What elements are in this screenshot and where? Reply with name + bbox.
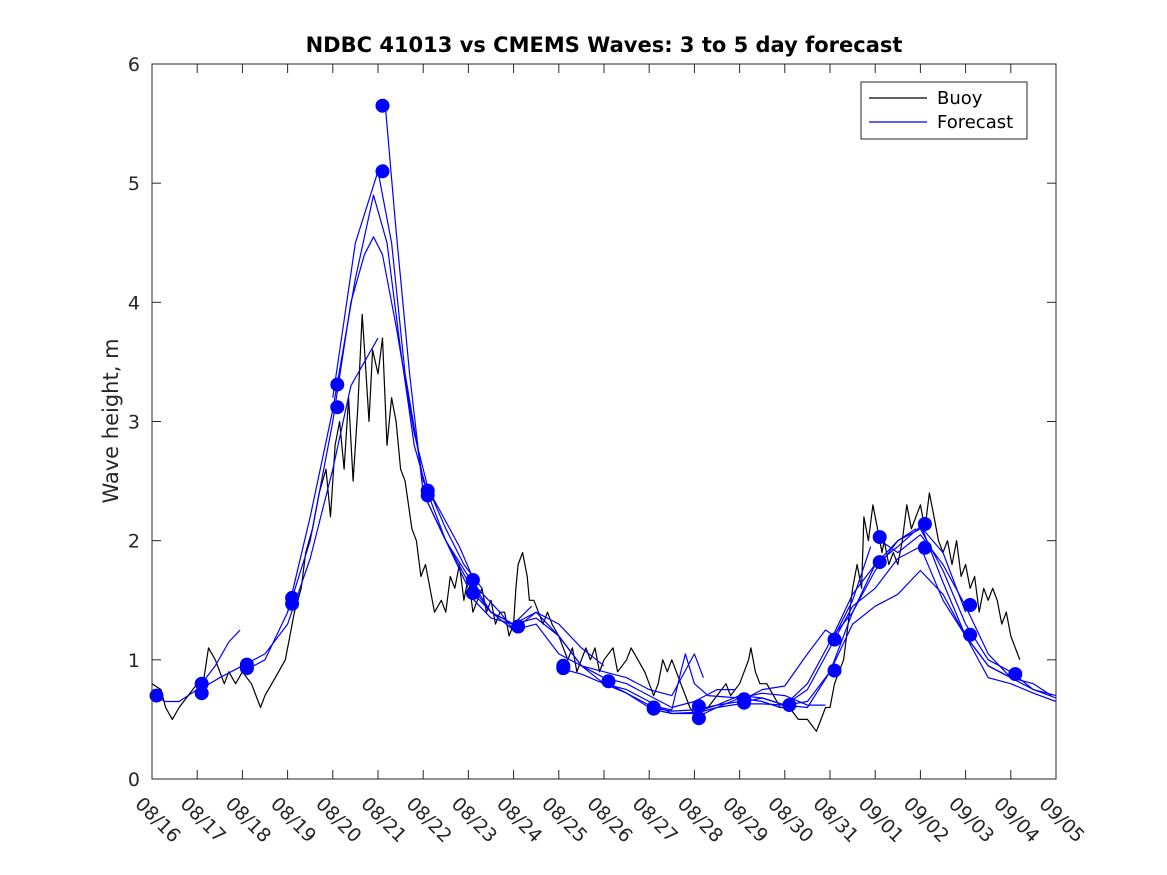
series-line-forecast-1	[199, 337, 379, 691]
chart-title: NDBC 41013 vs CMEMS Waves: 3 to 5 day fo…	[306, 33, 903, 57]
forecast-marker-14	[465, 586, 480, 601]
series-line-forecast-17	[919, 523, 1057, 703]
series-line-forecast-16	[874, 534, 1057, 699]
y-tick-label-0: 0	[128, 769, 140, 791]
forecast-marker-7	[330, 377, 345, 392]
axes: 012345608/1608/1708/1808/1908/2008/2108/…	[128, 54, 1089, 847]
series-line-forecast-4	[332, 170, 515, 631]
series-line-forecast-3	[287, 194, 533, 625]
forecast-marker-12	[420, 488, 435, 503]
x-tick-label-14: 08/30	[763, 793, 817, 847]
y-tick-label-2: 2	[128, 531, 140, 553]
x-tick-label-18: 09/03	[944, 793, 998, 847]
forecast-marker-20	[646, 701, 661, 716]
forecast-marker-15	[511, 619, 526, 634]
forecast-marker-27	[827, 663, 842, 678]
forecast-marker-4	[239, 661, 254, 676]
x-tick-label-3: 08/19	[266, 793, 320, 847]
y-tick-label-5: 5	[128, 173, 140, 195]
y-axis-label: Wave height, m	[99, 338, 123, 503]
forecast-marker-9	[375, 98, 390, 113]
y-tick-label-4: 4	[128, 292, 140, 314]
forecast-marker-26	[827, 632, 842, 647]
x-tick-label-16: 09/01	[854, 793, 908, 847]
x-tick-label-1: 08/17	[176, 793, 230, 847]
forecast-marker-8	[330, 400, 345, 415]
x-tick-label-15: 08/31	[808, 793, 862, 847]
plot-area	[149, 98, 1057, 732]
forecast-marker-18	[601, 674, 616, 689]
forecast-marker-21	[691, 699, 706, 714]
x-tick-label-19: 09/04	[989, 793, 1043, 847]
x-tick-label-8: 08/24	[492, 793, 546, 847]
forecast-marker-22	[691, 711, 706, 726]
series-line-forecast-5	[377, 99, 605, 667]
legend: Buoy Forecast	[860, 81, 1028, 140]
series-line-buoy	[151, 313, 1021, 732]
x-tick-label-17: 09/02	[899, 793, 953, 847]
x-tick-label-5: 08/21	[356, 793, 410, 847]
legend-label-buoy: Buoy	[937, 88, 983, 109]
forecast-marker-6	[285, 596, 300, 611]
x-tick-label-10: 08/26	[582, 793, 636, 847]
x-tick-label-9: 08/25	[537, 793, 591, 847]
y-tick-label-1: 1	[128, 650, 140, 672]
x-tick-label-7: 08/23	[447, 793, 501, 847]
x-tick-label-0: 08/16	[130, 793, 184, 847]
series-line-forecast-2	[242, 236, 483, 673]
forecast-marker-29	[872, 555, 887, 570]
forecast-marker-31	[917, 540, 932, 555]
forecast-marker-30	[917, 517, 932, 531]
x-tick-label-20: 09/05	[1034, 793, 1088, 847]
forecast-marker-0	[149, 688, 164, 703]
series-line-forecast-7	[467, 593, 736, 709]
series-line-forecast-14	[784, 545, 1052, 706]
forecast-marker-2	[194, 686, 209, 701]
forecast-marker-34	[1008, 667, 1023, 682]
x-tick-label-6: 08/22	[402, 793, 456, 847]
forecast-marker-24	[737, 695, 752, 710]
x-tick-label-4: 08/20	[311, 793, 365, 847]
forecast-marker-10	[375, 164, 390, 179]
y-tick-label-6: 6	[128, 54, 140, 76]
legend-box	[860, 81, 1028, 140]
x-tick-label-2: 08/18	[221, 793, 275, 847]
x-tick-label-13: 08/29	[718, 793, 772, 847]
forecast-marker-28	[872, 530, 887, 545]
legend-label-forecast: Forecast	[937, 112, 1013, 133]
forecast-marker-33	[963, 627, 978, 642]
x-tick-label-11: 08/27	[628, 793, 682, 847]
forecast-marker-13	[465, 573, 480, 587]
y-tick-label-3: 3	[128, 412, 140, 434]
forecast-marker-25	[782, 698, 797, 713]
forecast-marker-17	[556, 661, 571, 676]
x-tick-label-12: 08/28	[673, 793, 727, 847]
forecast-marker-32	[963, 598, 978, 612]
